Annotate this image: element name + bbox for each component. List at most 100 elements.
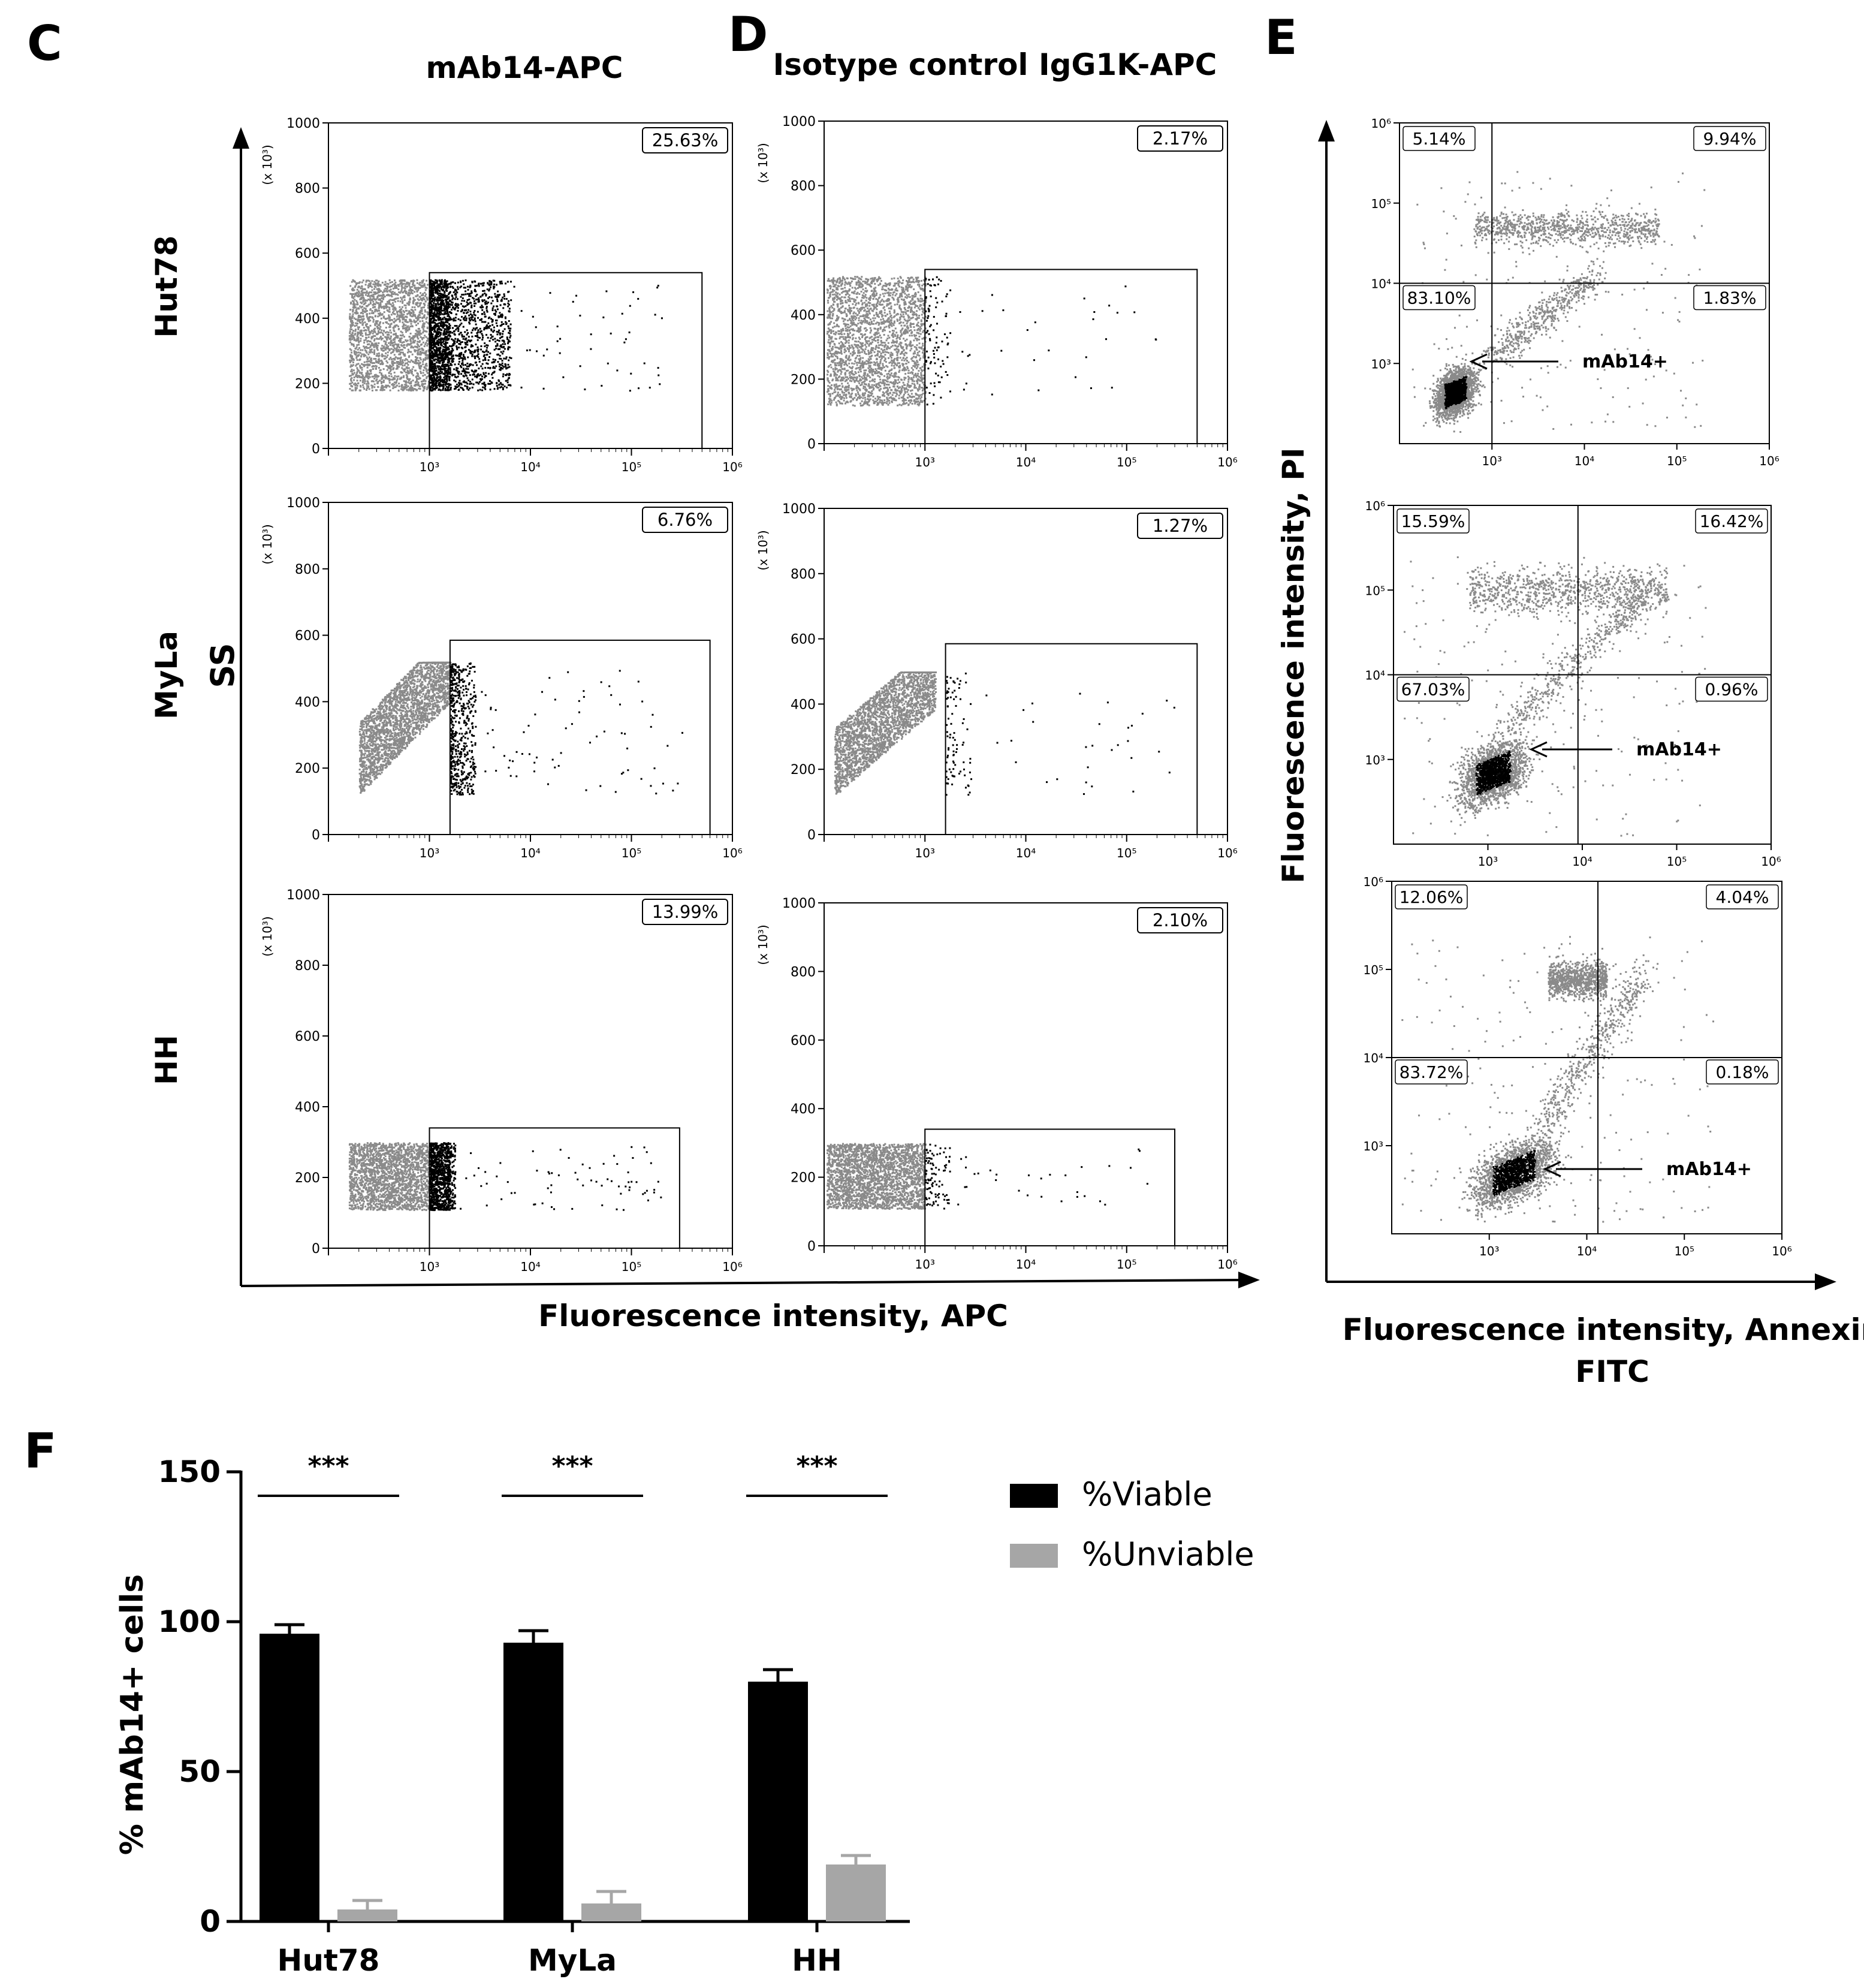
- event: [387, 309, 388, 311]
- event: [370, 362, 372, 363]
- event: [357, 359, 358, 361]
- event: [376, 297, 378, 299]
- event: [364, 288, 366, 290]
- event: [394, 313, 396, 315]
- event: [419, 312, 421, 314]
- event: [357, 303, 358, 305]
- event: [373, 366, 375, 368]
- event: [389, 320, 391, 321]
- event: [364, 382, 366, 384]
- event: [352, 314, 354, 315]
- event: [383, 345, 385, 347]
- event: [372, 284, 374, 285]
- event: [357, 376, 358, 378]
- event: [351, 315, 353, 317]
- event: [369, 296, 370, 297]
- event: [368, 336, 370, 338]
- event: [388, 290, 390, 291]
- gated-event: [450, 373, 451, 375]
- event: [351, 390, 353, 391]
- event: [363, 303, 365, 305]
- event: [423, 297, 424, 299]
- event: [357, 334, 358, 336]
- event: [354, 289, 355, 291]
- panel-label-e: E: [1265, 10, 1298, 65]
- event: [351, 281, 353, 283]
- event: [388, 372, 390, 374]
- event: [382, 313, 384, 315]
- event: [400, 372, 402, 373]
- x-tick-label: 10⁴: [520, 460, 540, 474]
- event: [423, 372, 424, 373]
- event: [367, 386, 369, 388]
- event: [414, 291, 415, 293]
- event: [361, 318, 363, 320]
- event: [354, 350, 355, 352]
- event: [400, 297, 402, 299]
- event: [351, 350, 352, 351]
- event: [398, 354, 400, 356]
- event: [421, 339, 423, 341]
- event: [382, 386, 384, 388]
- event: [418, 284, 420, 285]
- event: [408, 356, 410, 358]
- event: [409, 336, 411, 338]
- event: [420, 336, 421, 338]
- event: [363, 388, 365, 390]
- event: [388, 332, 390, 333]
- event: [426, 336, 427, 338]
- event: [423, 359, 424, 361]
- event: [368, 375, 370, 377]
- event: [384, 336, 386, 338]
- event: [377, 381, 379, 382]
- event: [373, 291, 375, 293]
- event: [385, 290, 387, 292]
- event: [427, 284, 429, 286]
- event: [418, 382, 420, 384]
- event: [393, 368, 394, 369]
- event: [376, 326, 378, 328]
- event: [405, 283, 407, 285]
- event: [387, 287, 388, 288]
- event: [366, 375, 367, 376]
- event: [425, 300, 427, 302]
- event: [423, 342, 424, 344]
- event: [400, 357, 402, 359]
- event: [401, 282, 403, 284]
- event: [363, 356, 365, 357]
- event: [420, 371, 421, 372]
- event: [367, 365, 369, 366]
- event: [385, 349, 387, 351]
- event: [357, 327, 359, 329]
- event: [405, 358, 407, 360]
- event: [371, 380, 373, 382]
- event: [383, 381, 385, 383]
- event: [353, 359, 355, 360]
- event: [373, 358, 375, 360]
- event: [399, 377, 401, 379]
- event: [420, 317, 421, 318]
- event: [350, 303, 352, 305]
- event: [370, 350, 372, 352]
- event: [367, 354, 369, 356]
- event: [418, 360, 420, 362]
- event: [373, 378, 375, 379]
- event: [366, 330, 367, 332]
- event: [386, 356, 388, 358]
- event: [398, 318, 400, 320]
- event: [352, 362, 354, 363]
- event: [373, 386, 375, 388]
- event: [382, 338, 384, 339]
- event: [373, 347, 375, 348]
- event: [382, 299, 384, 300]
- event: [378, 305, 380, 306]
- event: [404, 299, 406, 301]
- event: [402, 297, 404, 299]
- event: [375, 320, 377, 322]
- event: [382, 362, 384, 364]
- event: [360, 385, 361, 387]
- event: [396, 365, 398, 366]
- event: [395, 386, 397, 388]
- event: [424, 345, 426, 347]
- event: [357, 349, 359, 351]
